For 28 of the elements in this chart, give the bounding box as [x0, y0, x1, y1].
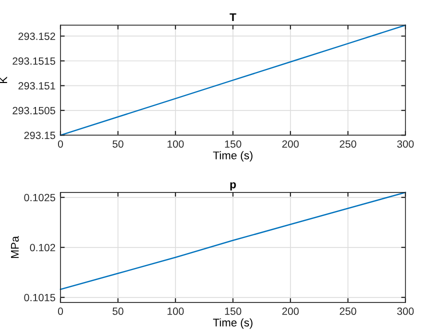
y-tick-label: 293.152	[18, 32, 56, 40]
x-tick-label: 250	[340, 308, 356, 315]
x-tick-label: 100	[168, 308, 184, 315]
y-tick-label: 0.1015	[24, 294, 56, 302]
y-tick-label: 293.1515	[12, 57, 56, 65]
y-tick-label: 293.1505	[12, 106, 56, 114]
x-tick-label: 150	[225, 140, 242, 148]
x-tick-label: 0	[58, 140, 63, 148]
x-tick-label: 300	[397, 140, 414, 148]
line-series	[60, 24, 406, 136]
x-tick-label: 200	[282, 140, 299, 148]
chart-title: p	[230, 182, 236, 191]
x-tick-label: 200	[282, 308, 299, 315]
x-tick-label: 50	[112, 308, 124, 315]
chart-title: T	[230, 13, 236, 22]
x-tick-label: 100	[168, 140, 184, 148]
x-tick-label: 250	[340, 140, 356, 148]
x-axis-title: Time (s)	[213, 151, 252, 162]
x-tick-label: 300	[397, 308, 414, 315]
y-axis-title: MPa	[11, 236, 19, 258]
y-tick-label: 293.15	[24, 132, 56, 140]
x-tick-label: 150	[225, 308, 242, 315]
x-axis-title: Time (s)	[213, 318, 252, 329]
x-tick-label: 0	[58, 308, 63, 315]
y-tick-label: 293.151	[18, 82, 56, 90]
y-tick-label: 0.102	[30, 244, 56, 252]
x-tick-label: 50	[112, 140, 124, 148]
y-tick-label: 0.1025	[24, 194, 56, 202]
